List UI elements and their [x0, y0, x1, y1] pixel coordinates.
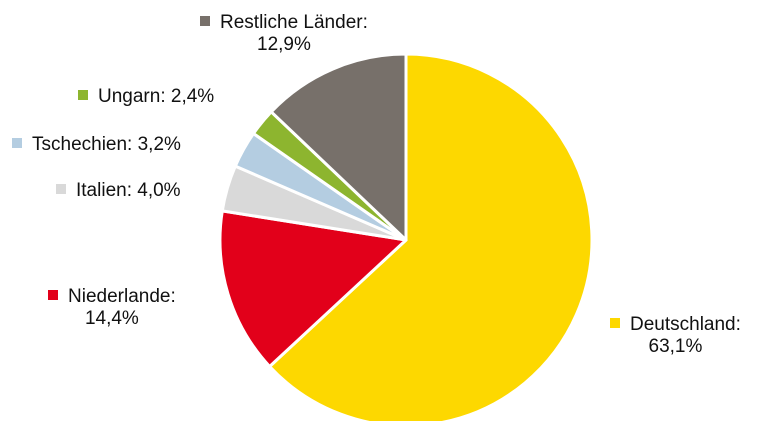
pie-slice-restliche-länder: [269, 52, 408, 242]
label-niederlande: Niederlande: 14,4%: [48, 286, 176, 330]
pie-slice-niederlande: [218, 209, 408, 368]
deutschland-value: 63,1%: [648, 336, 703, 357]
label-deutschland: Deutschland: 63,1%: [610, 314, 741, 358]
niederlande-name: Niederlande:: [68, 286, 176, 307]
restliche-laender-value: 12,9%: [257, 34, 311, 55]
tschechien-marker: [12, 137, 22, 148]
deutschland-name: Deutschland:: [630, 314, 741, 335]
niederlande-value: 14,4%: [84, 308, 139, 329]
italien-marker: [56, 183, 66, 194]
tschechien-text: Tschechien: 3,2%: [32, 134, 181, 155]
label-italien: Italien: 4,0%: [56, 180, 181, 202]
restliche-laender-name: Restliche Länder:: [220, 12, 368, 33]
restliche-laender-marker: [200, 15, 210, 26]
label-restliche-laender: Restliche Länder: 12,9%: [200, 12, 368, 56]
label-ungarn: Ungarn: 2,4%: [78, 86, 214, 108]
pie-slice-deutschland: [268, 52, 594, 421]
niederlande-marker: [48, 289, 58, 300]
italien-text: Italien: 4,0%: [76, 180, 181, 201]
ungarn-marker: [78, 89, 88, 100]
label-tschechien: Tschechien: 3,2%: [12, 134, 181, 156]
ungarn-text: Ungarn: 2,4%: [98, 86, 215, 107]
deutschland-marker: [610, 317, 620, 328]
